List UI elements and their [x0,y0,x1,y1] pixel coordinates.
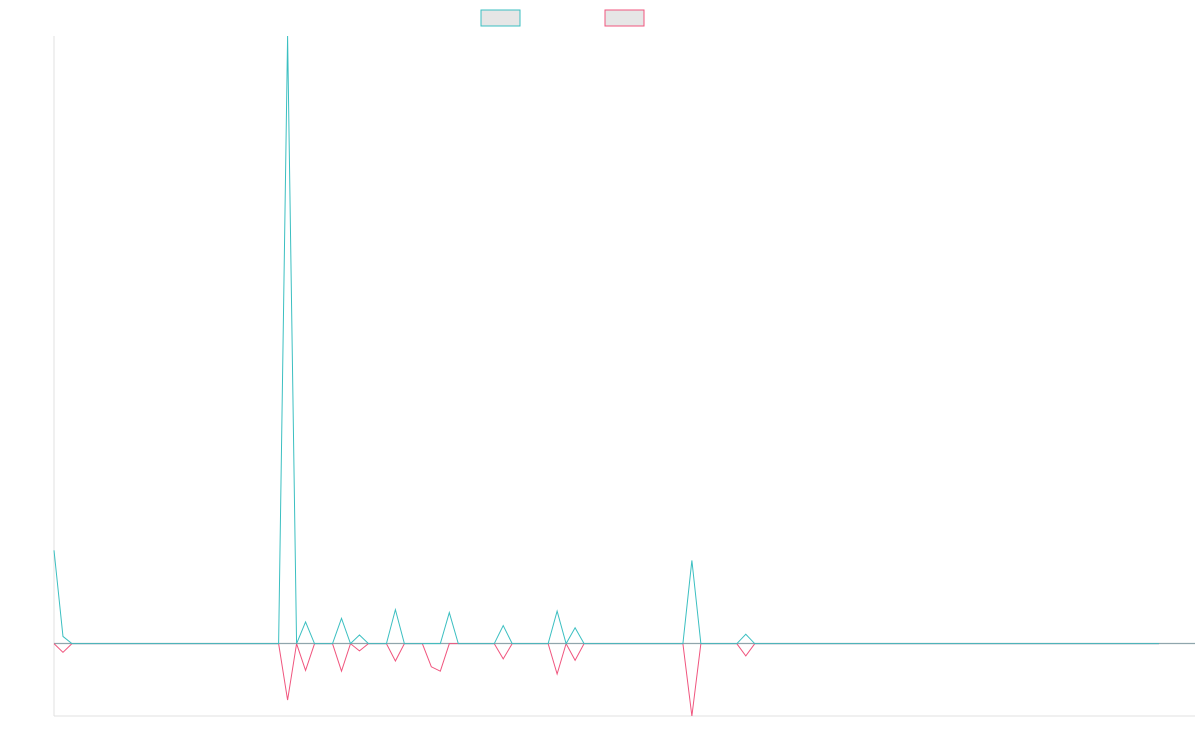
legend [480,9,645,27]
legend-swatch-series-2[interactable] [604,9,645,27]
series-line-1 [53,35,1160,645]
series-line-2 [53,642,1160,717]
legend-swatch-series-1[interactable] [480,9,521,27]
series-layer [53,35,1160,717]
